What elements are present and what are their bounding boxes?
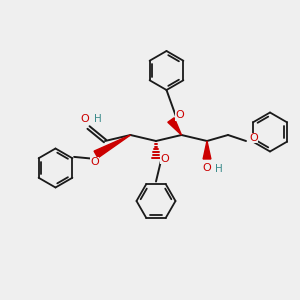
Text: O: O <box>175 110 184 121</box>
Text: H: H <box>94 114 102 124</box>
Text: O: O <box>202 163 211 173</box>
Polygon shape <box>203 141 211 159</box>
Text: O: O <box>90 157 99 167</box>
Text: O: O <box>249 133 258 143</box>
Polygon shape <box>168 118 182 135</box>
Polygon shape <box>94 135 130 158</box>
Text: O: O <box>80 114 89 124</box>
Text: H: H <box>214 164 222 174</box>
Text: O: O <box>160 154 169 164</box>
